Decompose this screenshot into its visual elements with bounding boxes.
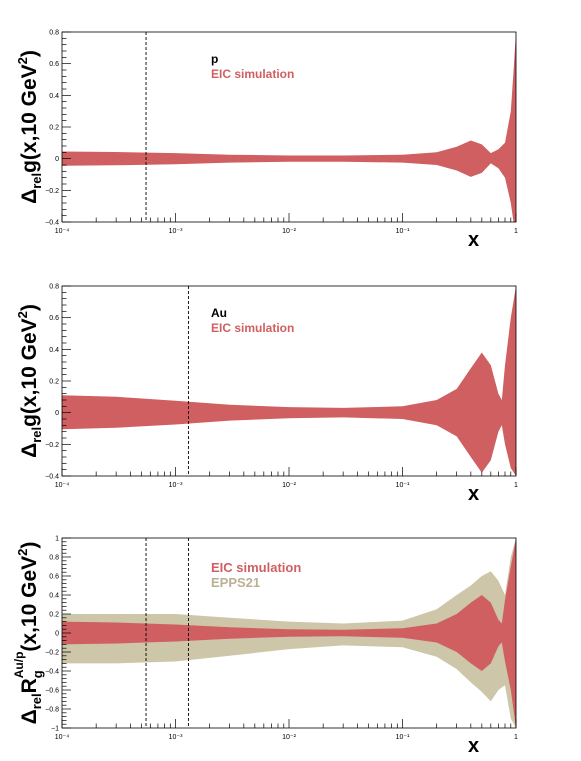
panel3-ytick-label: 0.8 (49, 555, 59, 562)
panel2-ytick-label: 0.2 (49, 379, 59, 386)
panel2-ytick-label: 0.4 (49, 347, 59, 354)
panel2-xtick-label: 10⁻² (282, 482, 296, 489)
panel3-yaxis-title-args: (x,10 GeV (18, 556, 41, 652)
panel1-ytick-label: 0.6 (49, 61, 59, 68)
panel1-annotation-1: p (211, 52, 218, 66)
panel2-ytick-label: −0.2 (45, 442, 59, 449)
panel3-yaxis-title-delta: Δ (18, 709, 41, 724)
panel3-yaxis-title: ΔrelRg Au/p(x,10 GeV2) (12, 542, 45, 725)
panel1-ytick-label: −0.4 (45, 220, 59, 227)
panel1-band-eic-simulation (62, 32, 516, 222)
panel2: −0.4 −0.2 0 0.2 0.4 0.6 0.8 10⁻⁴ 10⁻³ 10⁻² 10⁻¹ 1 x Δ… (15, 284, 518, 506)
panel1-data (62, 32, 516, 222)
panel3-ytick-label: 1 (55, 536, 59, 543)
panel3-yaxis-title-func: R (18, 678, 41, 693)
panel2-xtick-label: 10⁻⁴ (55, 482, 70, 489)
panel2-ytick-label: 0.6 (49, 315, 59, 322)
panel3-xtick-label: 10⁻⁴ (55, 734, 70, 741)
panel3-xtick-label: 10⁻² (282, 734, 296, 741)
panel3-data (62, 538, 516, 728)
panel1-xtick-label: 1 (514, 228, 518, 235)
panel3-ytick-label: 0.6 (49, 574, 59, 581)
panel1-ytick-label: −0.2 (45, 188, 59, 195)
panel3-yaxis-title-sub2: g (30, 670, 45, 678)
panel3-xaxis-title: x (468, 735, 479, 757)
panel2-annotation-1: Au (211, 306, 227, 320)
panel2-yaxis-title-delta: Δ (18, 443, 41, 458)
panel1-yaxis-title-args: g(x,10 GeV (18, 64, 41, 173)
panel3-ytick-label: −1 (51, 726, 59, 733)
panel1-yaxis-title: Δrelg(x,10 GeV2) (15, 50, 44, 204)
panel1-yaxis-title-delta: Δ (18, 189, 41, 204)
panel3-xtick-label: 10⁻³ (169, 734, 183, 741)
panel3-ytick-label: 0.2 (49, 612, 59, 619)
panel1-yaxis-title-close: ) (18, 50, 41, 57)
panel3-ytick-label: −0.4 (45, 669, 59, 676)
panel3-yaxis-title-sup2: Au/p (12, 652, 26, 679)
panel3-ytick-label: −0.8 (45, 707, 59, 714)
panel2-ytick-label: 0 (55, 410, 59, 417)
panel1-xtick-label: 10⁻⁴ (55, 228, 70, 235)
panel1: −0.4 −0.2 0 0.2 0.4 0.6 0.8 10⁻⁴ 10⁻³ 10⁻² 10⁻¹ 1 x Δ… (15, 30, 518, 252)
panel1-xtick-label: 10⁻³ (169, 228, 183, 235)
panel2-ytick-label: −0.4 (45, 474, 59, 481)
panel2-ytick-label: 0.8 (49, 284, 59, 291)
panel2-annotation-2: EIC simulation (211, 321, 294, 335)
panel1-xtick-label: 10⁻¹ (396, 228, 410, 235)
panel1-ytick-label: 0.4 (49, 93, 59, 100)
panel2-xtick-label: 1 (514, 482, 518, 489)
panel2-band-eic-simulation (62, 286, 516, 476)
panel2-frame (61, 285, 517, 477)
panel3-ytick-label: 0 (55, 631, 59, 638)
panel3-annotation-2: EPPS21 (211, 575, 260, 590)
panel3-band-eic-simulation (62, 538, 516, 728)
panel3-yaxis-title-sup: 2 (15, 549, 30, 556)
panel3-xtick-label: 1 (514, 734, 518, 741)
panel3-ytick-label: −0.6 (45, 688, 59, 695)
panel2-yaxis-title-close: ) (18, 304, 41, 311)
panel1-yaxis-title-sub: rel (29, 173, 44, 189)
panel2-yaxis-title-args: g(x,10 GeV (18, 318, 41, 427)
panel2-yaxis-title-sup: 2 (15, 311, 30, 318)
panel2-data (62, 286, 516, 476)
panel2-xtick-label: 10⁻¹ (396, 482, 410, 489)
panel1-xaxis-title: x (468, 229, 479, 251)
panel2-xtick-label: 10⁻³ (169, 482, 183, 489)
panel3-ytick-label: 0.4 (49, 593, 59, 600)
panel3-ytick-label: −0.2 (45, 650, 59, 657)
panel2-xaxis-title: x (468, 483, 479, 505)
panel3-xtick-label: 10⁻¹ (396, 734, 410, 741)
panel1-ytick-label: 0.2 (49, 125, 59, 132)
panel1-xtick-label: 10⁻² (282, 228, 296, 235)
panel3-annotation-1: EIC simulation (211, 560, 301, 575)
panel3-yaxis-title-close: ) (18, 542, 41, 549)
panel1-ytick-label: 0.8 (49, 30, 59, 37)
panel1-frame (61, 31, 517, 223)
panel2-yaxis-title: Δrelg(x,10 GeV2) (15, 304, 44, 458)
panel1-annotation-2: EIC simulation (211, 67, 294, 81)
panel2-yaxis-title-sub: rel (29, 427, 44, 443)
panel1-ytick-label: 0 (55, 156, 59, 163)
panel3-yaxis-title-sub: rel (29, 693, 44, 709)
panel1-yaxis-title-sup: 2 (15, 57, 30, 64)
panel3: −1 −0.8 −0.6 −0.4 −0.2 0 0.2 0.4 0.6 0.8 1 10⁻⁴ 10⁻³… (12, 536, 518, 758)
